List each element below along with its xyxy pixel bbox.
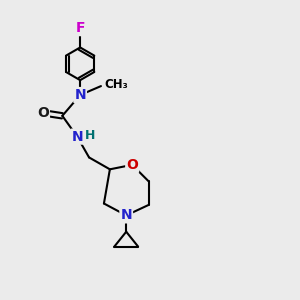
Text: O: O [37, 106, 49, 120]
Text: F: F [75, 21, 85, 35]
Text: O: O [126, 158, 138, 172]
Text: N: N [74, 88, 86, 102]
Text: CH₃: CH₃ [104, 78, 128, 91]
Text: H: H [85, 129, 95, 142]
Text: N: N [120, 208, 132, 222]
Text: N: N [71, 130, 83, 144]
